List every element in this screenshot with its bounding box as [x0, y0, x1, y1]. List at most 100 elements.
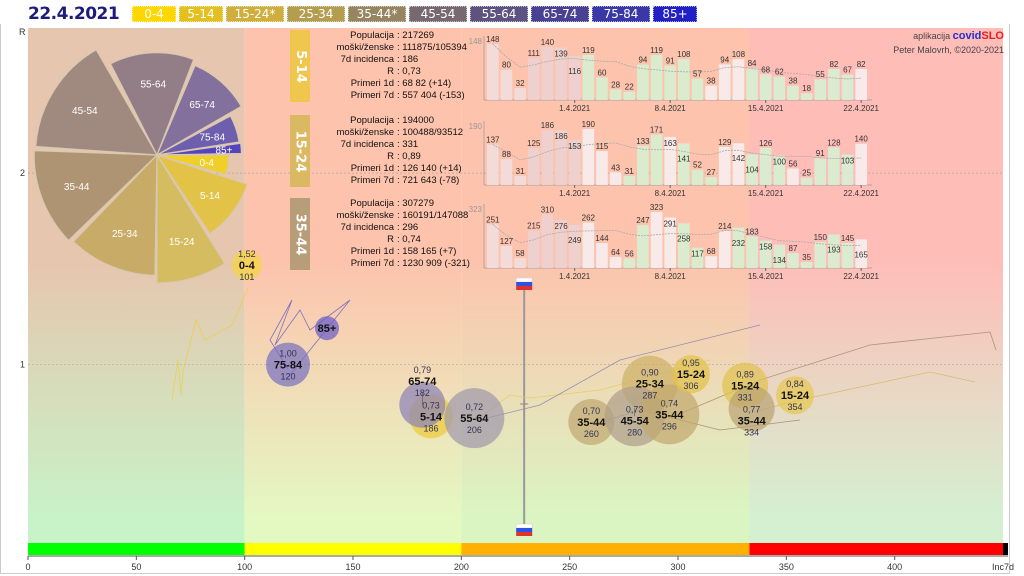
- stat-row: moški/ženske: 100488/93512: [312, 127, 482, 139]
- brand-covid: covid: [952, 30, 982, 42]
- daily-bar: [705, 256, 717, 268]
- bubble-inc-value: 287: [642, 391, 657, 401]
- daily-bar-label: 94: [638, 55, 647, 64]
- daily-bar-label: 87: [789, 244, 798, 253]
- group-name: 5-14: [292, 49, 308, 83]
- pie-slice-75-84: [156, 115, 240, 156]
- daily-bar-label: 60: [598, 68, 607, 77]
- legend-item-5-14[interactable]: 5-14: [179, 6, 223, 22]
- daily-bar-label: 28: [611, 80, 620, 89]
- daily-bar-label: 127: [500, 237, 514, 246]
- daily-bar-label: 141: [677, 154, 691, 163]
- daily-bar: [487, 224, 499, 268]
- stat-sep: :: [397, 198, 403, 209]
- stat-row: moški/ženske: 160191/147088: [312, 210, 482, 222]
- risk-zone-background: [244, 28, 462, 543]
- x-tick-label: 200: [454, 562, 469, 572]
- bubble-35-44: [728, 385, 775, 432]
- stat-value: 68 82 (+14): [402, 78, 452, 89]
- daily-bar-label: 165: [854, 250, 868, 259]
- risk-band-3: [749, 543, 1003, 555]
- stat-label: 7d incidenca: [340, 139, 394, 150]
- bubble-inc-value: 206: [467, 425, 482, 435]
- daily-bar: [514, 175, 526, 185]
- stat-row: Populacija: 194000: [312, 115, 482, 127]
- stat-label: Populacija: [350, 198, 394, 209]
- stat-row: Populacija: 217269: [312, 30, 482, 42]
- stat-row: Primeri 1d: 158 165 (+7): [312, 246, 482, 258]
- stat-row: Primeri 7d: 557 404 (-153): [312, 90, 482, 102]
- date-tick-label: 15.4.2021: [748, 272, 784, 281]
- stat-sep: :: [397, 90, 403, 101]
- legend-item-85-plus[interactable]: 85+: [653, 6, 697, 22]
- x-tick-label: 250: [562, 562, 577, 572]
- bubble-inc-value: 101: [239, 272, 254, 282]
- bubble-inc-value: 354: [787, 402, 802, 412]
- legend-item-0-4[interactable]: 0-4: [132, 6, 176, 22]
- date-tick-label: 22.4.2021: [843, 104, 879, 113]
- risk-band-2: [461, 543, 750, 555]
- daily-bar: [678, 59, 690, 100]
- legend-item-55-64[interactable]: 55-64: [470, 6, 528, 22]
- pie-slice-label: 75-84: [199, 133, 225, 144]
- bubble-55-64: [444, 388, 505, 449]
- daily-bar-label: 232: [732, 239, 746, 248]
- panel-group-label: 15-24: [290, 115, 310, 187]
- stat-sep: :: [397, 163, 403, 174]
- legend-item-65-74[interactable]: 65-74: [531, 6, 589, 22]
- daily-bar: [773, 155, 786, 185]
- trajectory-line: [269, 299, 351, 376]
- daily-bar-label: 43: [611, 163, 620, 172]
- legend-item-75-84[interactable]: 75-84: [592, 6, 650, 22]
- daily-bar-label: 126: [759, 139, 773, 148]
- slovenia-flag-icon: [516, 532, 533, 536]
- legend-item-15-24-star[interactable]: 15-24*: [226, 6, 284, 22]
- stat-row: Primeri 1d: 126 140 (+14): [312, 163, 482, 175]
- daily-bar-label: 82: [857, 60, 866, 69]
- daily-bar: [814, 241, 827, 268]
- daily-bar: [828, 147, 840, 185]
- bubble-0-4: [231, 250, 262, 281]
- daily-bar-label: 27: [707, 168, 716, 177]
- x-tick-label: 300: [670, 562, 685, 572]
- stat-label: Populacija: [350, 30, 394, 41]
- daily-bar: [841, 74, 854, 100]
- legend-item-45-54[interactable]: 45-54: [409, 6, 467, 22]
- daily-bar-label: 153: [568, 142, 582, 151]
- app-credit: aplikacija covidSLO: [913, 30, 1004, 42]
- bubble-inc-value: 120: [280, 372, 295, 382]
- bubble-85-plus: [315, 316, 339, 341]
- legend-item-35-44-star[interactable]: 35-44*: [348, 6, 406, 22]
- pie-slice-label: 15-24: [169, 237, 195, 248]
- daily-bar-label: 262: [582, 214, 596, 223]
- daily-bar-label: 18: [802, 84, 811, 93]
- daily-bar-label: 88: [502, 150, 511, 159]
- daily-bar: [527, 230, 540, 268]
- daily-bar-label: 91: [816, 149, 825, 158]
- daily-cases-chart: 1.4.2021 8.4.2021 15.4.2021 22.4.2021: [483, 121, 880, 198]
- daily-bar: [787, 252, 799, 268]
- daily-bar-label: 55: [816, 70, 825, 79]
- daily-bar-label: 100: [773, 158, 787, 167]
- legend-item-25-34[interactable]: 25-34: [287, 6, 345, 22]
- daily-bar-label: 116: [568, 67, 581, 76]
- daily-bar-label: 94: [720, 55, 729, 64]
- bubble-r-value: 0,70: [583, 406, 601, 416]
- x-tick-label: 400: [887, 562, 902, 572]
- daily-bar-label: 38: [789, 77, 798, 86]
- stat-value: 126 140 (+14): [402, 163, 462, 174]
- stat-value: 296: [402, 222, 419, 233]
- stat-label: R: [387, 234, 394, 245]
- date-tick-label: 8.4.2021: [655, 104, 687, 113]
- daily-bar-label: 56: [789, 159, 798, 168]
- stat-value: 0,73: [402, 66, 421, 77]
- bubble-group-label: 0-4: [239, 260, 256, 272]
- daily-bar: [855, 239, 867, 268]
- stat-label: Primeri 7d: [350, 90, 394, 101]
- daily-bar: [705, 177, 717, 185]
- bubble-r-value: 0,95: [682, 358, 700, 368]
